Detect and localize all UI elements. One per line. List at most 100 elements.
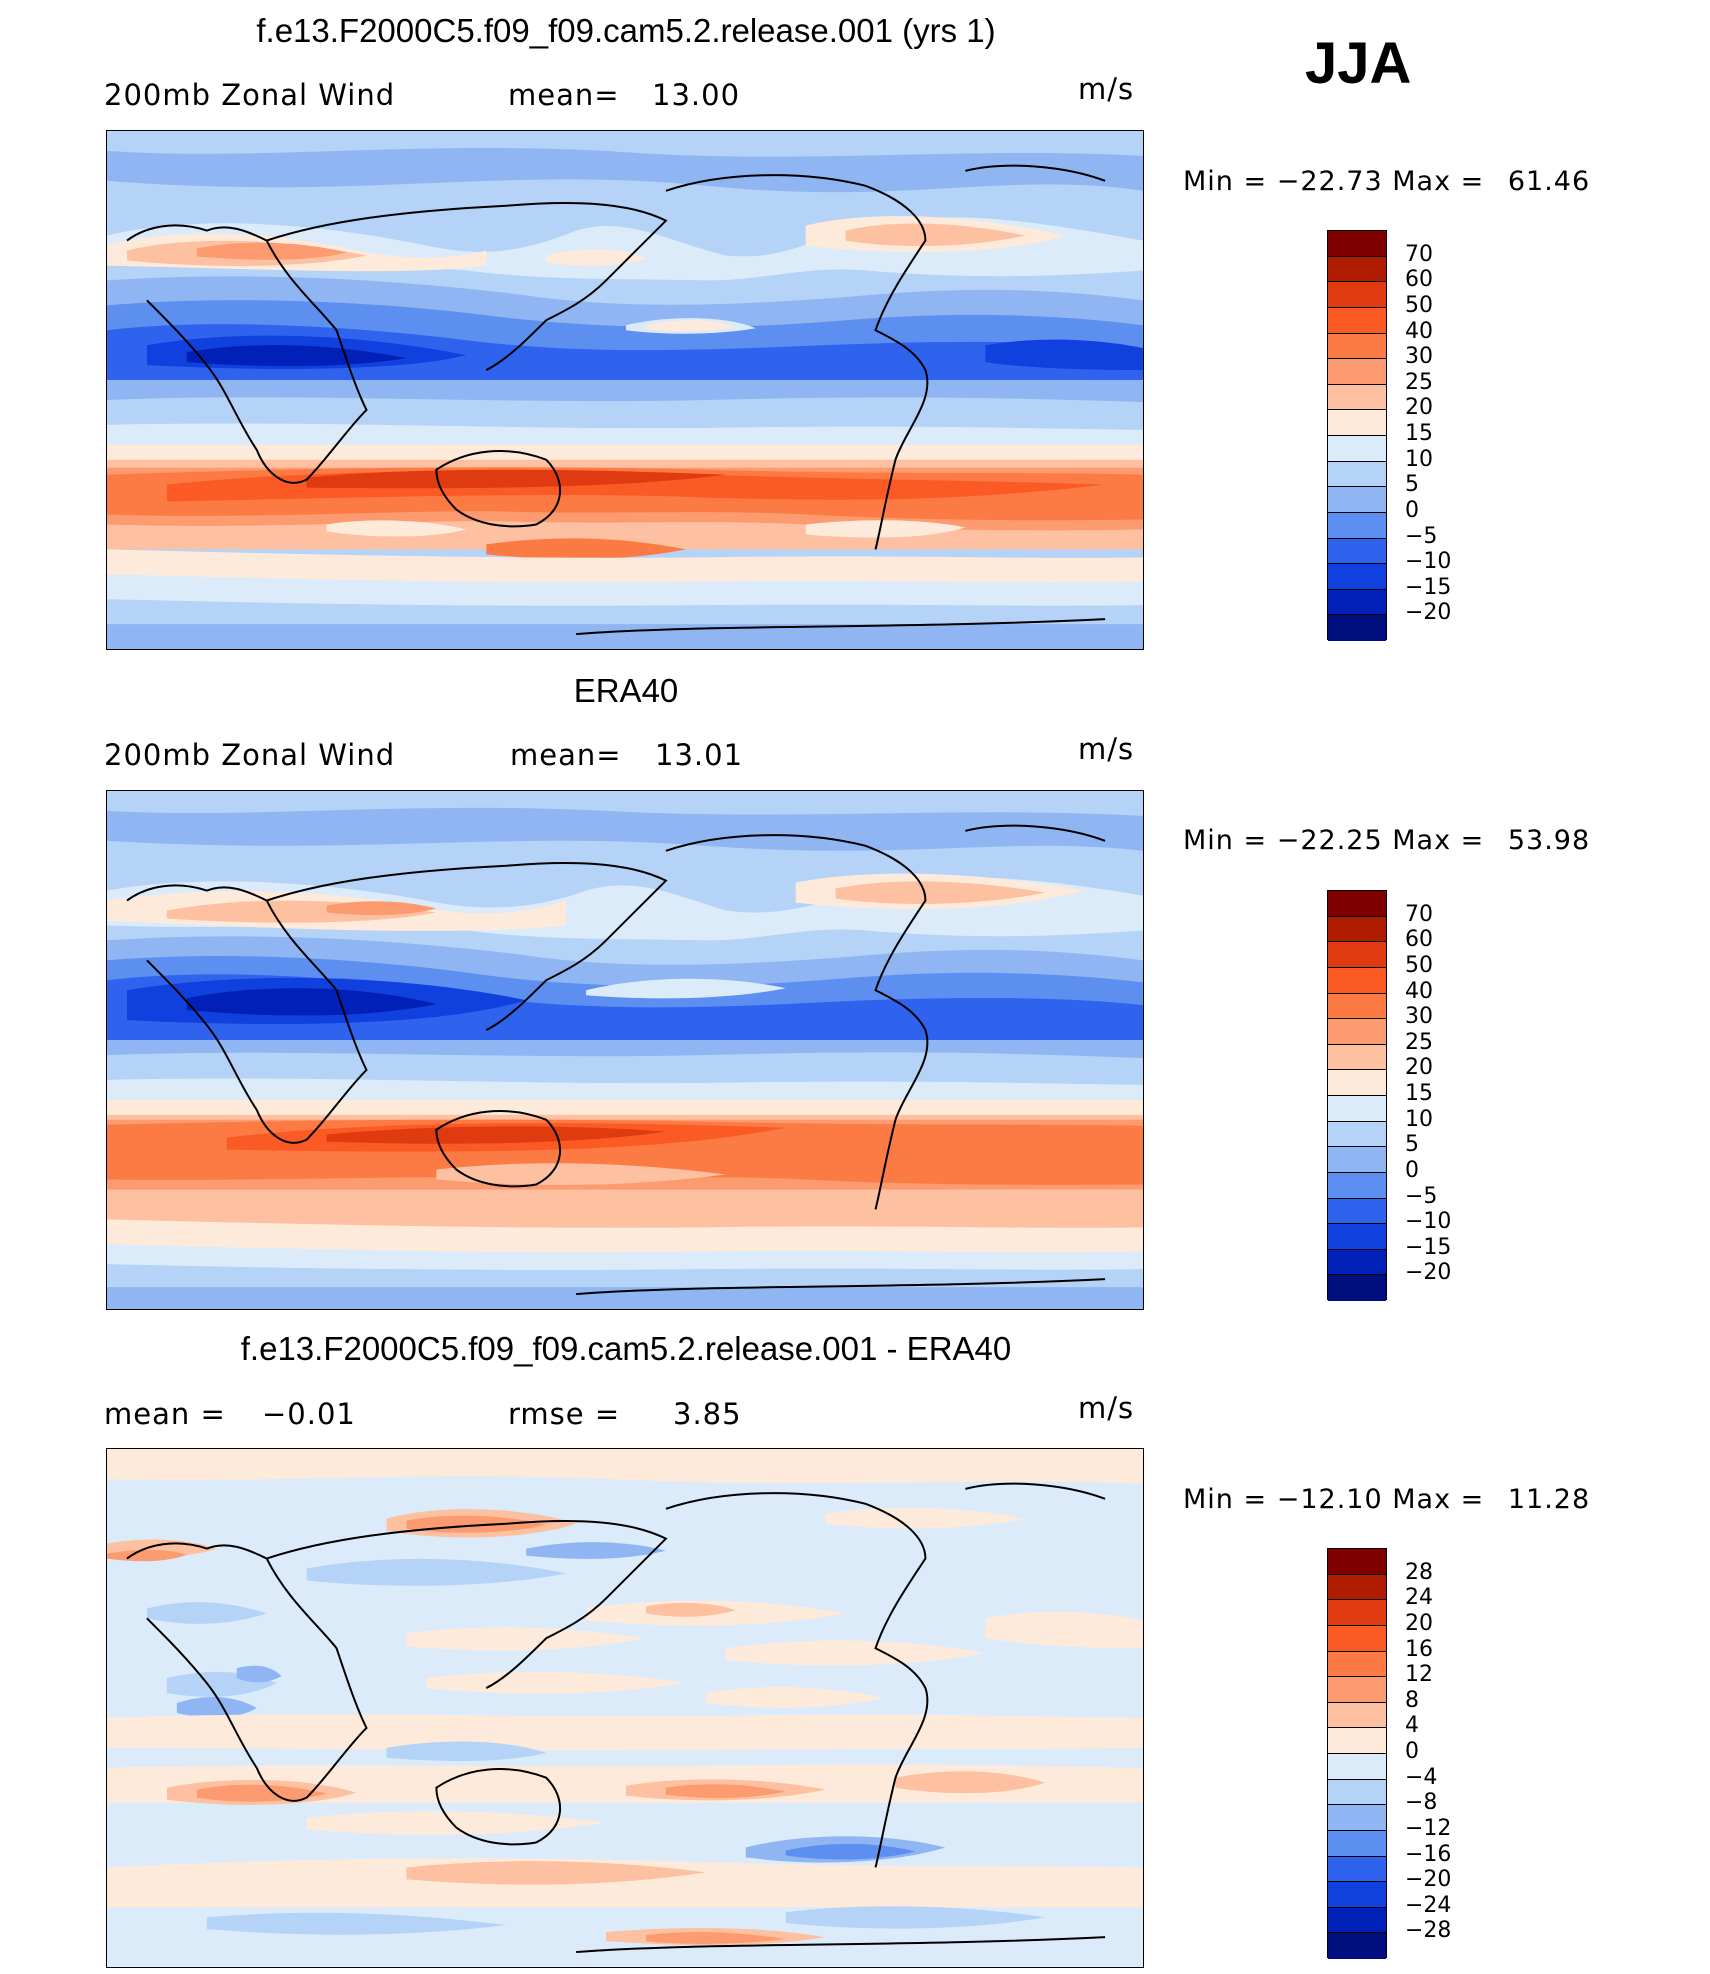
panel2-min-label: Min = [1183, 825, 1268, 856]
colorbar-level-label: 28 [1405, 1559, 1433, 1585]
colorbar-level-label: 24 [1405, 1585, 1433, 1611]
colorbar-level-label: −20 [1405, 600, 1452, 626]
colorbar-level-label: 10 [1405, 446, 1433, 472]
colorbar-swatch [1328, 1805, 1386, 1831]
panel2-units: m/s [1078, 732, 1135, 766]
panel2-colorbar [1327, 890, 1387, 1301]
colorbar-swatch [1328, 967, 1386, 994]
panel2-max-value: 53.98 [1507, 825, 1591, 856]
panel3-max-value: 11.28 [1507, 1484, 1591, 1515]
panel2-max-label: Max = [1392, 825, 1485, 856]
panel3-mean-value: −0.01 [262, 1397, 356, 1431]
colorbar-swatch [1328, 384, 1386, 411]
colorbar-swatch [1328, 942, 1386, 968]
panel2-mean-label: mean= [510, 738, 622, 772]
panel3-units: m/s [1078, 1391, 1135, 1425]
colorbar-level-label: −4 [1405, 1764, 1438, 1790]
colorbar-level-label: 12 [1405, 1662, 1433, 1688]
colorbar-swatch [1328, 538, 1386, 565]
colorbar-level-label: 15 [1405, 421, 1433, 446]
panel1-colorbar [1327, 230, 1387, 641]
panel1-mean-label: mean= [508, 78, 620, 112]
colorbar-level-label: 25 [1405, 369, 1433, 395]
panel3-min-value: −12.10 [1276, 1484, 1383, 1515]
panel3-min-label: Min = [1183, 1484, 1268, 1515]
colorbar-swatch [1328, 1549, 1386, 1575]
colorbar-swatch [1328, 1600, 1386, 1626]
panel3-colorbar [1327, 1548, 1387, 1959]
colorbar-swatch [1328, 1198, 1386, 1225]
colorbar-swatch [1328, 512, 1386, 539]
colorbar-swatch [1328, 1830, 1386, 1857]
colorbar-level-label: 0 [1405, 497, 1419, 523]
panel1-min-value: −22.73 [1276, 166, 1383, 197]
colorbar-swatch [1328, 916, 1386, 943]
panel2-map-svg [107, 791, 1143, 1309]
colorbar-swatch [1328, 256, 1386, 283]
colorbar-swatch [1328, 436, 1386, 462]
panel1-max-value: 61.46 [1507, 166, 1591, 197]
colorbar-level-label: 16 [1405, 1636, 1433, 1662]
colorbar-level-label: 40 [1405, 318, 1433, 344]
panel2-min-value: −22.25 [1276, 825, 1383, 856]
colorbar-swatch [1328, 1275, 1386, 1301]
colorbar-swatch [1328, 1907, 1386, 1934]
colorbar-swatch [1328, 1574, 1386, 1601]
colorbar-swatch [1328, 1070, 1386, 1096]
colorbar-swatch [1328, 282, 1386, 308]
colorbar-swatch [1328, 1933, 1386, 1959]
colorbar-swatch [1328, 1147, 1386, 1173]
colorbar-level-label: −8 [1405, 1790, 1438, 1816]
season-label: JJA [1305, 31, 1412, 96]
colorbar-swatch [1328, 1096, 1386, 1122]
panel3-map [106, 1448, 1144, 1968]
colorbar-swatch [1328, 1044, 1386, 1071]
colorbar-level-label: −10 [1405, 1209, 1452, 1235]
panel1-title: f.e13.F2000C5.f09_f09.cam5.2.release.001… [256, 12, 996, 49]
colorbar-level-label: 50 [1405, 292, 1433, 318]
colorbar-swatch [1328, 1677, 1386, 1703]
colorbar-swatch [1328, 487, 1386, 513]
colorbar-level-label: −28 [1405, 1918, 1452, 1944]
colorbar-swatch [1328, 1625, 1386, 1652]
panel1-min-label: Min = [1183, 166, 1268, 197]
colorbar-level-label: −15 [1405, 574, 1452, 600]
panel3-rmse-value: 3.85 [673, 1397, 742, 1431]
colorbar-level-label: 25 [1405, 1029, 1433, 1055]
colorbar-level-label: 5 [1405, 1132, 1419, 1158]
colorbar-level-label: −20 [1405, 1867, 1452, 1893]
panel2-map [106, 790, 1144, 1310]
colorbar-level-label: 30 [1405, 1004, 1433, 1030]
colorbar-swatch [1328, 1728, 1386, 1754]
colorbar-swatch [1328, 1121, 1386, 1148]
colorbar-swatch [1328, 1019, 1386, 1045]
colorbar-level-label: 20 [1405, 1055, 1433, 1081]
panel1-minmax: Min = −22.73 Max = 61.46 [1183, 166, 1590, 197]
colorbar-swatch [1328, 1224, 1386, 1250]
colorbar-level-label: 70 [1405, 901, 1433, 927]
colorbar-level-label: 60 [1405, 267, 1433, 293]
colorbar-level-label: −12 [1405, 1815, 1452, 1841]
colorbar-level-label: 4 [1405, 1713, 1419, 1739]
panel1-variable-label: 200mb Zonal Wind [104, 78, 396, 112]
colorbar-level-label: −16 [1405, 1841, 1452, 1867]
colorbar-swatch [1328, 1651, 1386, 1678]
panel3-rmse-label: rmse = [508, 1397, 621, 1431]
colorbar-swatch [1328, 359, 1386, 385]
colorbar-swatch [1328, 1754, 1386, 1780]
colorbar-swatch [1328, 1779, 1386, 1806]
colorbar-swatch [1328, 1172, 1386, 1199]
panel2-variable-label: 200mb Zonal Wind [104, 738, 396, 772]
colorbar-swatch [1328, 1882, 1386, 1908]
colorbar-swatch [1328, 564, 1386, 590]
colorbar-swatch [1328, 993, 1386, 1020]
colorbar-swatch [1328, 410, 1386, 436]
colorbar-level-label: −20 [1405, 1260, 1452, 1286]
colorbar-swatch [1328, 333, 1386, 360]
colorbar-swatch [1328, 589, 1386, 616]
panel3-title: f.e13.F2000C5.f09_f09.cam5.2.release.001… [240, 1330, 1012, 1367]
colorbar-level-label: −24 [1405, 1892, 1452, 1918]
panel3-map-svg [107, 1449, 1143, 1967]
colorbar-level-label: 70 [1405, 241, 1433, 267]
colorbar-swatch [1328, 615, 1386, 641]
